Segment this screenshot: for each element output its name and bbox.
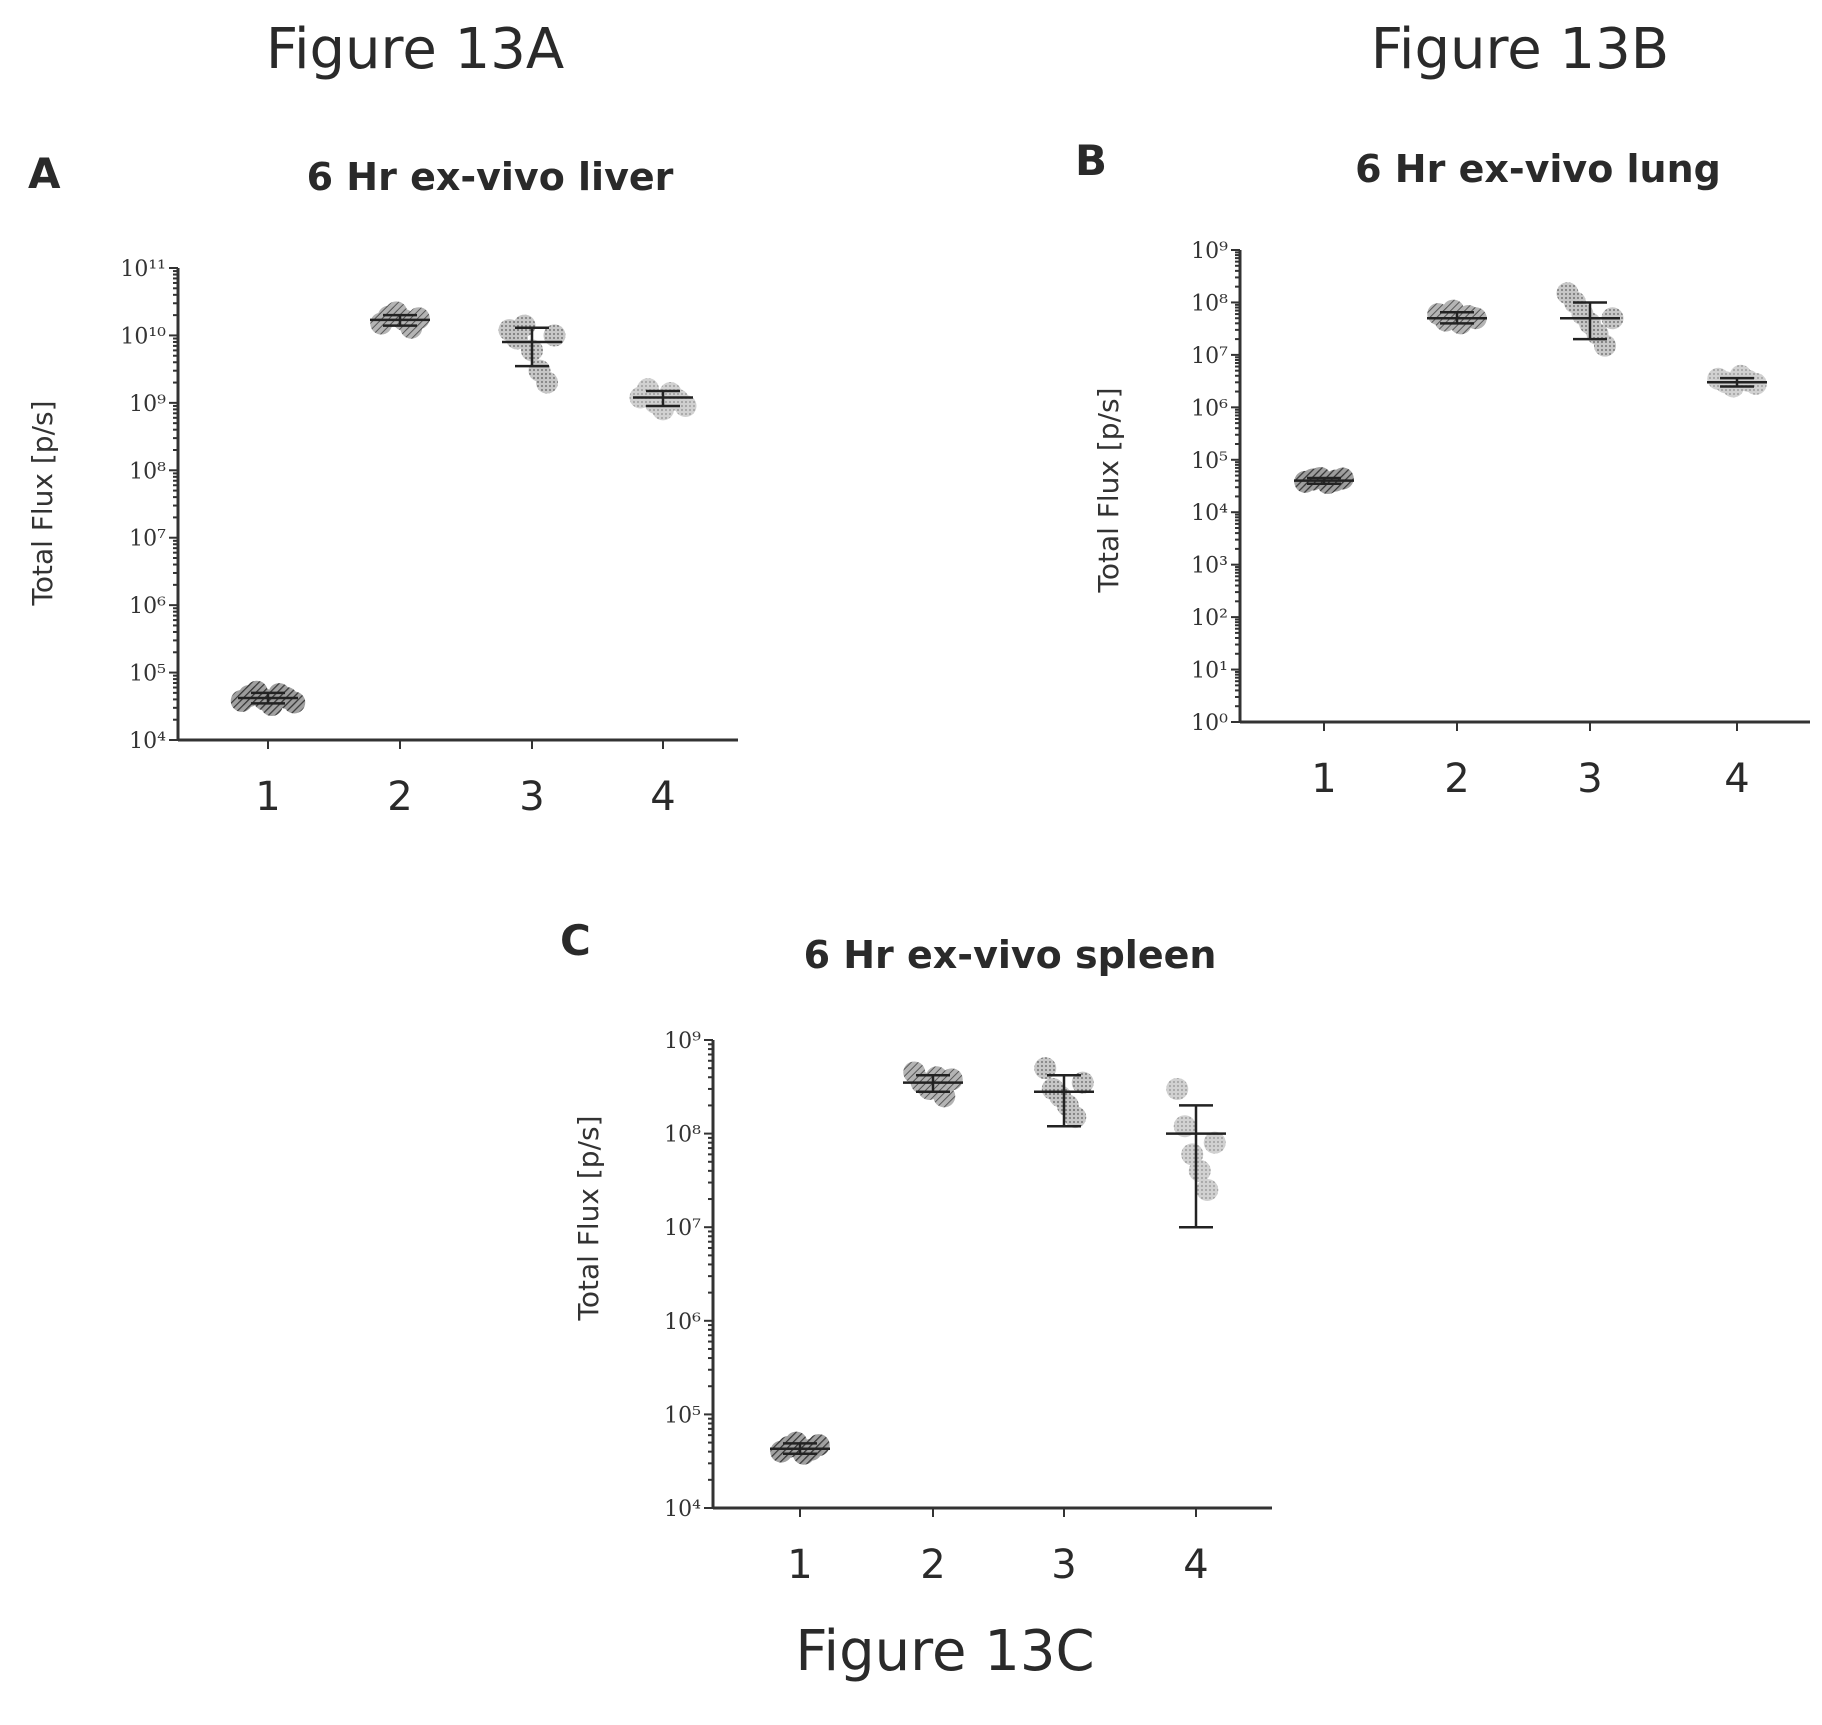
y-tick-label-b: 10⁰ (1191, 711, 1228, 736)
x-tick-label-c: 2 (920, 1542, 945, 1588)
figure-13c-caption: Figure 13C (795, 1619, 1094, 1684)
x-tick-label-a: 3 (519, 774, 544, 820)
y-tick-label-b: 10⁴ (1191, 501, 1228, 526)
y-ticks-a: 10⁴ 10⁵ 10⁶ 10⁷ 10⁸ 10⁹ 10¹⁰ 10¹¹ 1 2 3 4 (120, 257, 738, 820)
x-tick-label-c: 3 (1051, 1542, 1076, 1588)
data-point-c-group-4 (1203, 1131, 1226, 1154)
data-marks-c (770, 1057, 1226, 1465)
panel-letter-b: B (1075, 136, 1107, 185)
y-axis-label-b: Total Flux [p/s] (1092, 387, 1125, 593)
y-tick-label-c: 10⁴ (664, 1497, 701, 1522)
x-tick-label-b: 1 (1311, 756, 1336, 802)
figure-13a-caption: Figure 13A (266, 17, 564, 82)
data-point-c-group-4 (1181, 1143, 1204, 1166)
y-axis-label-a: Total Flux [p/s] (26, 400, 59, 606)
y-tick-label-c: 10⁸ (664, 1123, 701, 1148)
y-tick-label-b: 10⁸ (1191, 291, 1228, 316)
data-marks-b (1294, 282, 1767, 495)
y-tick-label-c: 10⁵ (664, 1403, 701, 1428)
y-tick-label-b: 10⁵ (1191, 449, 1228, 474)
data-point-c-group-3 (1034, 1057, 1057, 1080)
panel-letter-a: A (28, 149, 61, 198)
data-marks-a (230, 301, 697, 717)
x-tick-label-b: 3 (1577, 756, 1602, 802)
x-tick-label-c: 1 (787, 1542, 812, 1588)
data-point-a-group-3 (536, 371, 558, 394)
data-point-a-group-1 (283, 691, 306, 714)
data-point-c-group-4 (1196, 1178, 1219, 1201)
y-tick-label-a: 10⁹ (129, 392, 166, 417)
figure-13b-caption: Figure 13B (1371, 17, 1669, 82)
chart-panel-a: A 6 Hr ex-vivo liver Total Flux [p/s] 10… (26, 149, 738, 820)
x-tick-label-a: 4 (650, 774, 675, 820)
y-axis-label-c: Total Flux [p/s] (572, 1115, 605, 1321)
y-tick-label-c: 10⁶ (664, 1310, 701, 1335)
y-ticks-c: 10⁴ 10⁵ 10⁶ 10⁷ 10⁸ 10⁹ 1 2 3 4 (664, 1029, 1272, 1588)
y-tick-label-a: 10⁴ (129, 729, 166, 754)
y-tick-label-b: 10³ (1191, 554, 1228, 579)
data-point-a-group-3 (513, 314, 536, 337)
chart-title-a: 6 Hr ex-vivo liver (307, 155, 674, 199)
data-point-c-group-4 (1166, 1077, 1189, 1100)
y-tick-label-a: 10¹¹ (120, 257, 166, 282)
y-ticks-b: 10⁰ 10¹ 10² 10³ 10⁴ 10⁵ 10⁶ 10⁷ 10⁸ 10⁹ 1 2 3 4 (1191, 239, 1810, 802)
chart-title-c: 6 Hr ex-vivo spleen (804, 933, 1217, 977)
y-tick-label-c: 10⁹ (664, 1029, 701, 1054)
y-tick-label-b: 10¹ (1191, 659, 1228, 684)
data-point-c-group-4 (1188, 1159, 1211, 1182)
y-tick-label-b: 10⁹ (1191, 239, 1228, 264)
data-point-c-group-3 (1064, 1106, 1087, 1129)
y-tick-label-a: 10⁵ (129, 662, 166, 687)
chart-panel-c: C 6 Hr ex-vivo spleen Total Flux [p/s] 1… (560, 916, 1272, 1588)
y-tick-label-a: 10⁷ (129, 527, 166, 552)
x-tick-label-a: 2 (387, 774, 412, 820)
panel-letter-c: C (560, 916, 591, 965)
data-point-c-group-3 (1071, 1071, 1094, 1094)
data-point-c-group-2 (940, 1068, 963, 1091)
y-tick-label-a: 10⁶ (129, 594, 166, 619)
y-tick-label-c: 10⁷ (664, 1216, 701, 1241)
y-tick-label-b: 10² (1191, 606, 1228, 631)
chart-panel-b: B 6 Hr ex-vivo lung Total Flux [p/s] 10⁰… (1075, 136, 1810, 802)
chart-title-b: 6 Hr ex-vivo lung (1355, 147, 1721, 191)
x-tick-label-b: 4 (1724, 756, 1749, 802)
y-tick-label-b: 10⁶ (1191, 396, 1228, 421)
x-tick-label-a: 1 (255, 774, 280, 820)
x-tick-label-b: 2 (1444, 756, 1469, 802)
data-point-c-group-1 (807, 1434, 830, 1457)
data-point-a-group-4 (674, 394, 697, 417)
data-point-b-group-4 (1744, 372, 1767, 395)
y-tick-label-a: 10¹⁰ (120, 324, 166, 349)
data-point-a-group-2 (407, 307, 430, 330)
y-tick-label-a: 10⁸ (129, 459, 166, 484)
x-tick-label-c: 4 (1183, 1542, 1208, 1588)
y-tick-label-b: 10⁷ (1191, 344, 1228, 369)
data-point-c-group-4 (1173, 1115, 1196, 1138)
